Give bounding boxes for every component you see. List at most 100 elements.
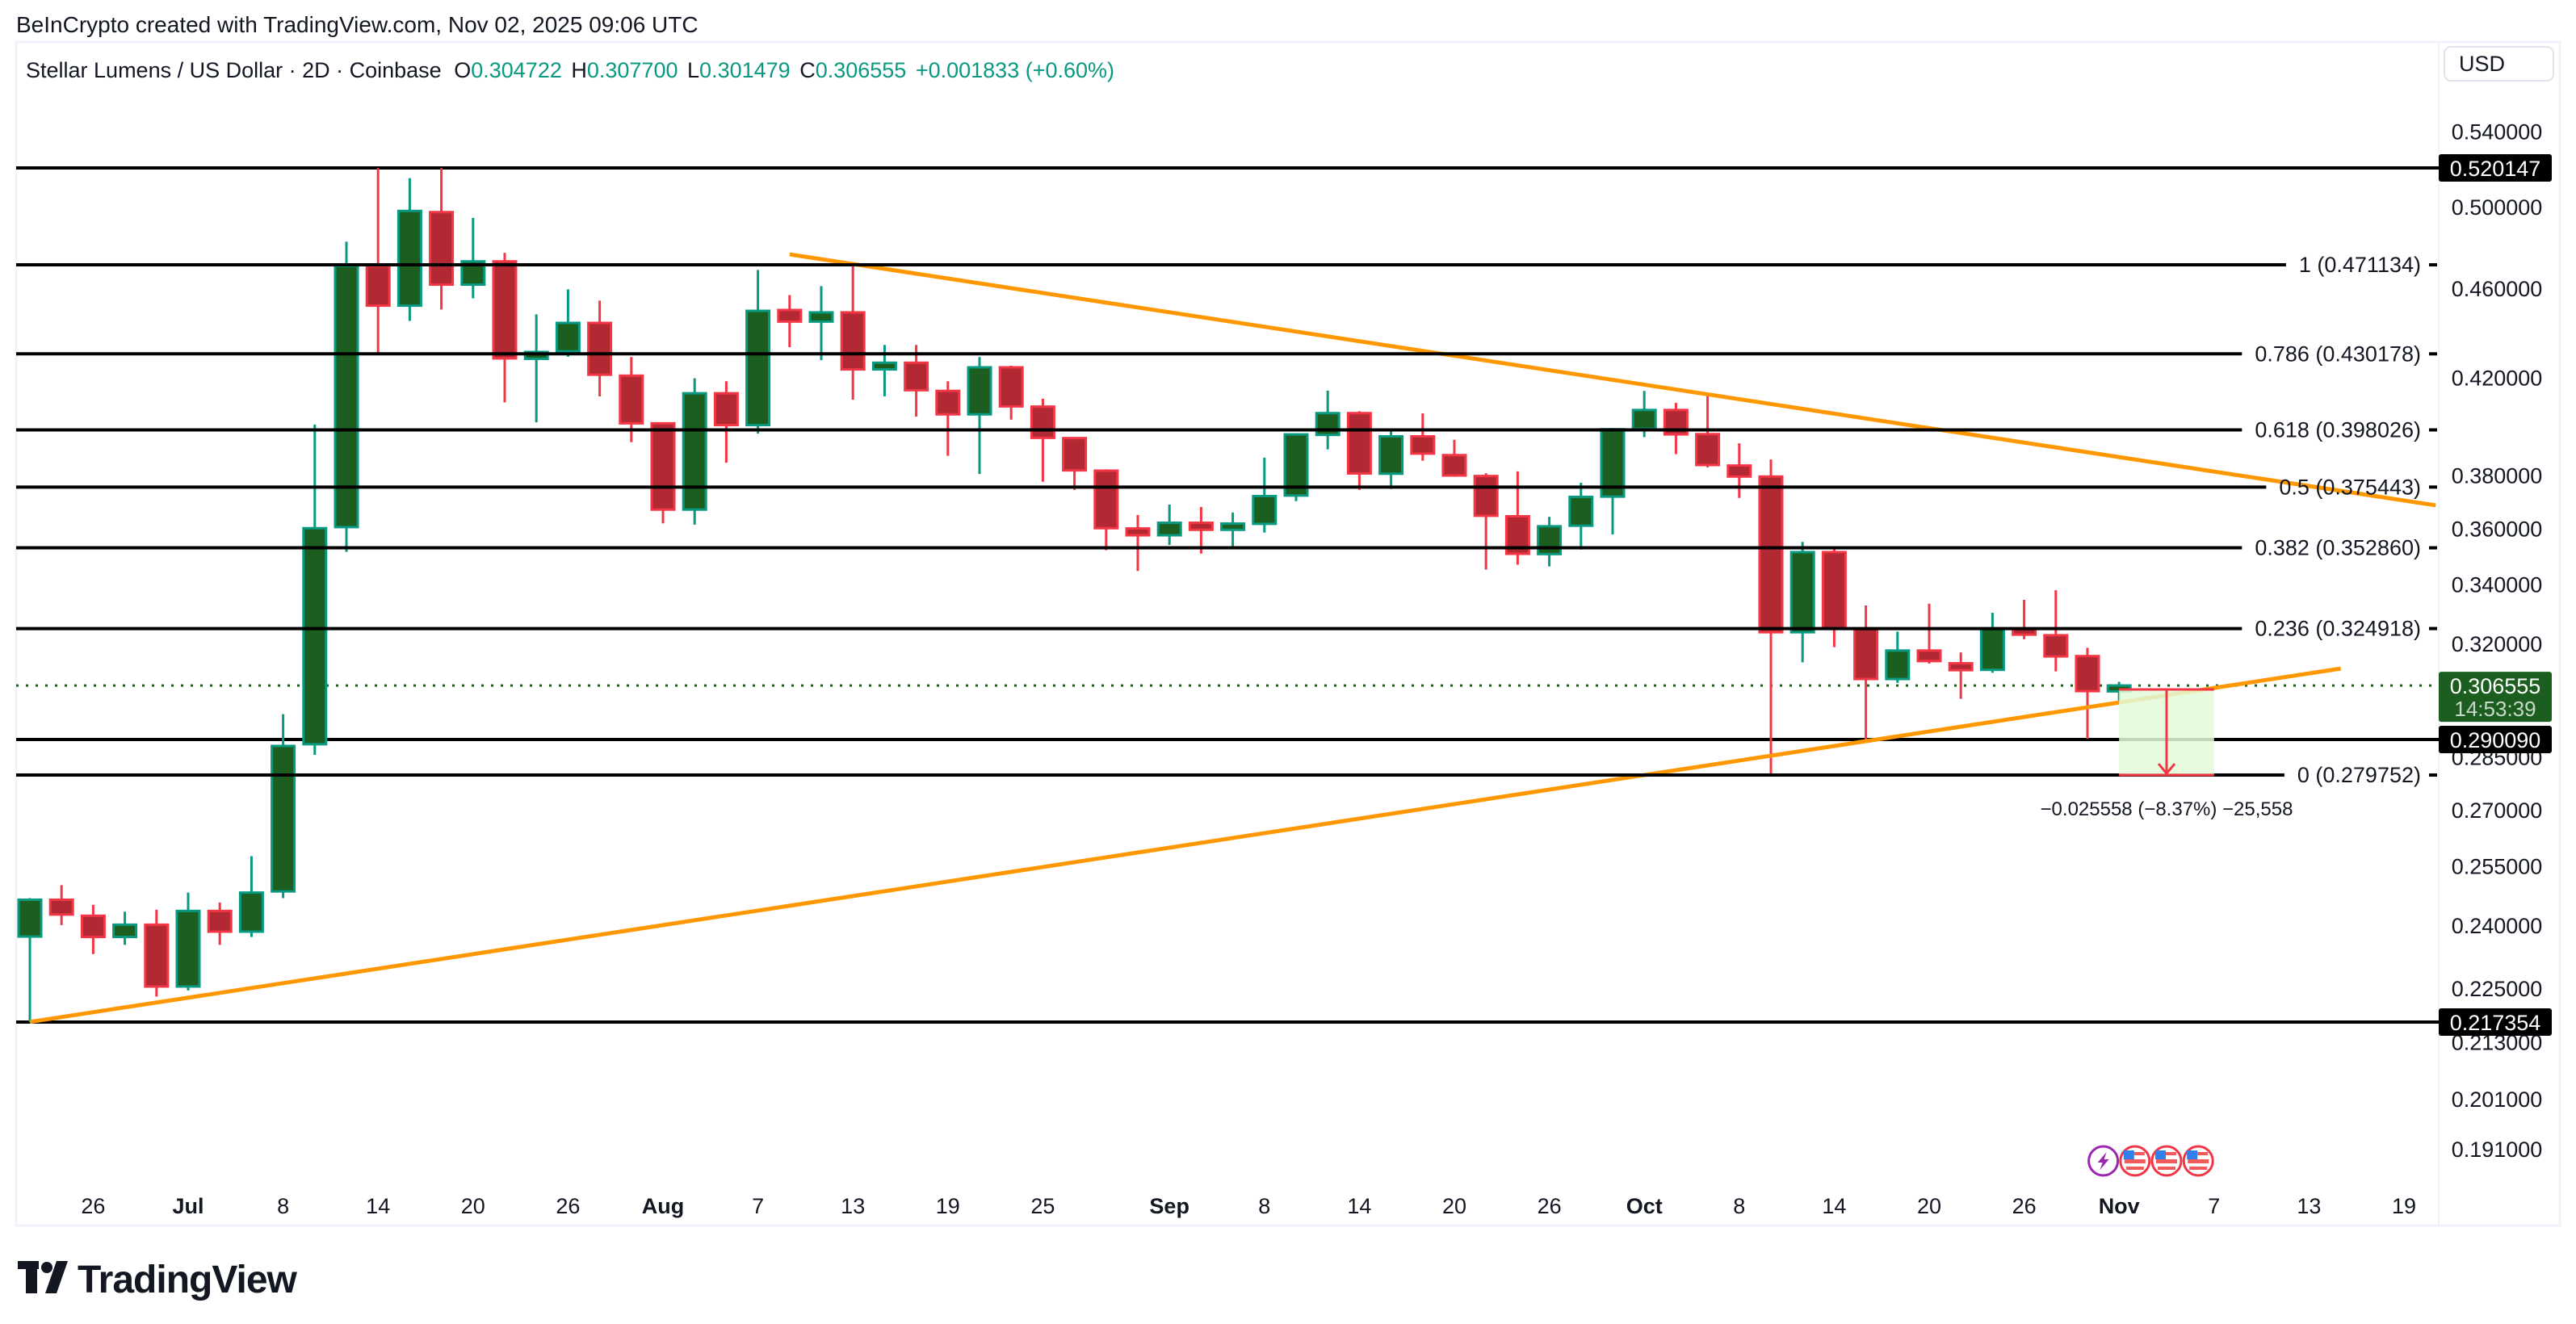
candle[interactable] xyxy=(1125,514,1151,572)
fib-level[interactable]: 0.5 (0.375443) xyxy=(16,475,2437,499)
candle[interactable] xyxy=(650,421,676,524)
level-price-label: 0.520147 xyxy=(2439,154,2552,182)
candle[interactable] xyxy=(1030,398,1055,482)
candle[interactable] xyxy=(967,357,992,475)
level-price-label-bg xyxy=(2439,154,2552,182)
candle[interactable] xyxy=(112,911,138,945)
candle[interactable] xyxy=(1410,413,1436,461)
candle[interactable] xyxy=(1568,482,1594,550)
flag-stripe xyxy=(2124,1159,2146,1163)
candle[interactable] xyxy=(271,714,296,899)
candle[interactable] xyxy=(777,295,803,348)
candle-body xyxy=(682,392,707,511)
candle[interactable] xyxy=(1853,605,1879,742)
flag-stripe xyxy=(2189,1167,2208,1170)
candle[interactable] xyxy=(302,424,328,755)
candle[interactable] xyxy=(80,904,106,954)
candle[interactable] xyxy=(1821,547,1847,647)
fib-level[interactable]: 1 (0.471134) xyxy=(16,253,2437,277)
candle-body xyxy=(1156,522,1182,537)
candle[interactable] xyxy=(1378,429,1404,489)
candle-body xyxy=(1283,433,1309,497)
time-tick-label: Aug xyxy=(642,1194,684,1218)
candle[interactable] xyxy=(1283,433,1309,501)
candle[interactable] xyxy=(745,270,771,434)
candle[interactable] xyxy=(1346,411,1372,490)
candle[interactable] xyxy=(1220,512,1246,547)
candle-body xyxy=(492,260,518,360)
candle[interactable] xyxy=(17,898,43,1022)
us-flag-icon[interactable] xyxy=(2119,1145,2151,1177)
candle[interactable] xyxy=(1473,473,1499,570)
trendline[interactable] xyxy=(29,666,2341,1024)
candle[interactable] xyxy=(619,357,644,442)
fib-level[interactable]: 0.786 (0.430178) xyxy=(16,341,2437,366)
price-tick-label: 0.420000 xyxy=(2452,366,2543,390)
candle-body xyxy=(1853,627,1879,681)
currency-button[interactable]: USD xyxy=(2444,46,2554,82)
level-price-label-text: 0.217354 xyxy=(2450,1011,2541,1035)
candle[interactable] xyxy=(1093,469,1119,551)
candle[interactable] xyxy=(587,300,613,396)
candle[interactable] xyxy=(1252,457,1278,533)
candle[interactable] xyxy=(1789,542,1815,663)
time-tick-label: 7 xyxy=(2208,1194,2220,1218)
fib-level[interactable]: 0 (0.279752) xyxy=(16,763,2437,787)
candle[interactable] xyxy=(1156,504,1182,545)
candle[interactable] xyxy=(1916,603,1942,664)
candle[interactable] xyxy=(904,345,929,417)
candle[interactable] xyxy=(396,178,422,321)
candle[interactable] xyxy=(207,902,233,945)
time-tick-label: Oct xyxy=(1626,1194,1663,1218)
candle[interactable] xyxy=(1948,652,1974,699)
candle[interactable] xyxy=(682,378,707,525)
time-axis[interactable]: 26 Jul 8 14 20 26 Aug 7 13 19 25 Sep 8 14 20 26 Oct 8 14 20… xyxy=(81,1194,2416,1218)
candle[interactable] xyxy=(1062,437,1088,490)
candle[interactable] xyxy=(935,381,961,456)
candle[interactable] xyxy=(1726,443,1752,498)
candle[interactable] xyxy=(808,286,834,361)
candle[interactable] xyxy=(1885,631,1911,683)
candle[interactable] xyxy=(1537,517,1563,567)
candle[interactable] xyxy=(2075,647,2100,740)
candle[interactable] xyxy=(2043,590,2069,672)
candle[interactable] xyxy=(840,265,866,400)
change-value: +0.001833 (+0.60%) xyxy=(916,58,1114,82)
candle[interactable] xyxy=(492,253,518,403)
candle[interactable] xyxy=(998,365,1024,420)
plot-area[interactable] xyxy=(16,166,2439,1024)
candle[interactable] xyxy=(1600,428,1626,535)
candle[interactable] xyxy=(238,856,264,937)
candle-body xyxy=(365,264,391,308)
us-flag-icon[interactable] xyxy=(2150,1145,2183,1177)
candle[interactable] xyxy=(365,168,391,355)
candle-body xyxy=(1346,412,1372,475)
price-projection[interactable]: −0.025558 (−8.37%) −25,558 xyxy=(2041,688,2293,820)
candle[interactable] xyxy=(334,241,359,552)
candle-body xyxy=(555,321,581,353)
fib-level[interactable]: 0.618 (0.398026) xyxy=(16,418,2437,442)
candle[interactable] xyxy=(175,892,201,991)
currency-button-bg[interactable] xyxy=(2444,46,2554,82)
candle[interactable] xyxy=(1441,439,1467,477)
candle-body xyxy=(1600,428,1626,498)
candle[interactable] xyxy=(429,168,455,310)
lightning-icon[interactable] xyxy=(2087,1145,2120,1177)
candle[interactable] xyxy=(555,289,581,357)
candle-body xyxy=(17,898,43,938)
fib-level[interactable]: 0.382 (0.352860) xyxy=(16,536,2437,560)
close-label: C xyxy=(799,58,816,82)
candle-body xyxy=(998,366,1024,408)
candle[interactable] xyxy=(713,381,739,463)
currency-label[interactable]: USD xyxy=(2459,52,2505,76)
fib-level[interactable]: 0.236 (0.324918) xyxy=(16,617,2437,641)
candle[interactable] xyxy=(144,909,170,997)
candle[interactable] xyxy=(48,885,74,925)
candle[interactable] xyxy=(1188,506,1214,554)
trendline[interactable] xyxy=(789,252,2436,508)
candle[interactable] xyxy=(1758,459,1784,774)
us-flag-icon[interactable] xyxy=(2182,1145,2214,1177)
price-tick-label: 0.360000 xyxy=(2452,517,2543,541)
price-axis[interactable]: 0.540000 0.500000 0.460000 0.420000 0.380000… xyxy=(2439,120,2552,1162)
